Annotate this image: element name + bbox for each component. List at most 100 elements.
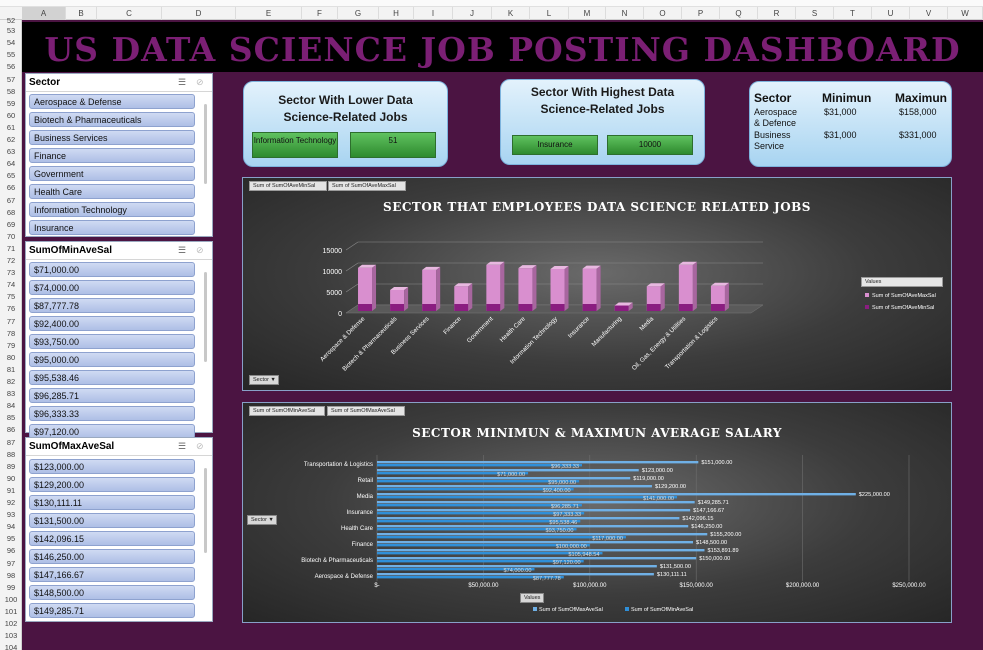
slicer-item[interactable]: Health Care (29, 184, 195, 199)
bar-min[interactable] (377, 488, 574, 491)
row-header[interactable]: 73 (6, 268, 16, 278)
slicer-item[interactable]: $130,111.11 (29, 495, 195, 510)
row-header[interactable]: 101 (4, 606, 18, 616)
bar-min[interactable] (390, 304, 405, 311)
bar-min[interactable] (377, 568, 535, 571)
slicer-item[interactable]: $92,400.00 (29, 316, 195, 331)
column-header[interactable]: C (97, 7, 162, 20)
row-header[interactable]: 54 (6, 38, 16, 48)
slicer-item[interactable]: $149,285.71 (29, 603, 195, 618)
slicer-item[interactable]: $123,000.00 (29, 459, 195, 474)
clear-filter-icon[interactable]: ⊘ (196, 77, 204, 87)
slicer-item[interactable]: Insurance (29, 220, 195, 235)
row-header[interactable]: 84 (6, 401, 16, 411)
slicer-item[interactable]: $87,777.78 (29, 298, 195, 313)
row-header[interactable]: 104 (4, 643, 18, 650)
bar-max[interactable] (377, 509, 691, 512)
column-header[interactable]: O (644, 7, 682, 20)
bar-min[interactable] (582, 304, 597, 311)
bar-min[interactable] (710, 304, 725, 311)
column-header[interactable]: J (453, 7, 492, 20)
slicer-item[interactable]: $74,000.00 (29, 280, 195, 295)
slicer-item[interactable]: $95,000.00 (29, 352, 195, 367)
column-header[interactable]: I (414, 7, 453, 20)
row-header[interactable]: 83 (6, 389, 16, 399)
slicer-item[interactable]: $148,500.00 (29, 585, 195, 600)
column-header[interactable]: T (834, 7, 872, 20)
row-header[interactable]: 95 (6, 534, 16, 544)
slicer-item[interactable]: Finance (29, 148, 195, 163)
bar-max[interactable] (582, 268, 597, 311)
row-header[interactable]: 60 (6, 110, 16, 120)
row-header[interactable]: 71 (6, 243, 16, 253)
bar-max[interactable] (377, 533, 708, 536)
column-header[interactable]: K (492, 7, 530, 20)
row-header[interactable]: 96 (6, 546, 16, 556)
row-header[interactable]: 64 (6, 159, 16, 169)
row-header[interactable]: 78 (6, 328, 16, 338)
row-header[interactable]: 76 (6, 304, 16, 314)
bar-min[interactable] (377, 552, 603, 555)
row-header[interactable]: 62 (6, 135, 16, 144)
row-header[interactable]: 87 (6, 437, 16, 447)
row-header[interactable]: 61 (6, 122, 16, 132)
row-header[interactable]: 55 (6, 50, 16, 60)
column-header[interactable]: U (872, 7, 910, 20)
bar-max[interactable] (377, 549, 705, 552)
bar-max[interactable] (422, 269, 437, 311)
column-header[interactable]: P (682, 7, 720, 20)
bar-max[interactable] (486, 264, 501, 311)
bar-min[interactable] (377, 544, 590, 547)
slicer-sector[interactable]: Sector ☰ ⊘ Aerospace & Defense Biotech & … (25, 73, 213, 237)
bar-max[interactable] (550, 269, 565, 311)
multi-select-icon[interactable]: ☰ (178, 77, 187, 87)
bar-min[interactable] (486, 304, 501, 311)
row-header[interactable]: 68 (6, 207, 16, 217)
row-header[interactable]: 94 (6, 522, 16, 532)
bar-min[interactable] (377, 504, 582, 507)
bar-min[interactable] (422, 304, 437, 311)
row-header[interactable]: 72 (6, 256, 16, 265)
row-header[interactable]: 90 (6, 473, 16, 483)
row-header[interactable]: 70 (6, 231, 16, 241)
chart-salary-panel[interactable]: Sum of SumOfMinAveSal Sum of SumOfMaxAve… (242, 402, 952, 623)
column-header[interactable]: B (66, 7, 97, 20)
slicer-item[interactable]: $93,750.00 (29, 334, 195, 349)
pivot-field-button[interactable]: Sum of SumOfMinAveSal (249, 406, 325, 416)
row-header[interactable]: 74 (6, 280, 16, 290)
slicer-item[interactable]: Aerospace & Defense (29, 94, 195, 109)
row-header[interactable]: 97 (6, 558, 16, 568)
bar-max[interactable] (377, 517, 680, 520)
bar-min[interactable] (377, 520, 581, 523)
pivot-field-button[interactable]: Sum of SumOfAveMaxSal (328, 181, 406, 191)
bar-max[interactable] (377, 573, 654, 576)
bar-min[interactable] (377, 576, 564, 579)
multi-select-icon[interactable]: ☰ (178, 441, 187, 451)
bar-min[interactable] (377, 480, 580, 483)
slicer-item[interactable]: $142,096.15 (29, 531, 195, 546)
bar-max[interactable] (678, 264, 693, 311)
slicer-item[interactable]: $95,538.46 (29, 370, 195, 385)
values-field-button[interactable]: Values (520, 593, 544, 603)
bar-max[interactable] (377, 557, 697, 560)
slicer-scrollbar[interactable] (204, 272, 207, 362)
column-header[interactable]: N (606, 7, 644, 20)
slicer-item[interactable]: Biotech & Pharmaceuticals (29, 112, 195, 127)
row-header[interactable]: 92 (6, 498, 16, 507)
row-header[interactable]: 67 (6, 195, 16, 205)
row-header[interactable]: 79 (6, 340, 16, 350)
row-header[interactable]: 58 (6, 86, 16, 96)
bar-max[interactable] (518, 268, 533, 311)
row-header[interactable]: 99 (6, 582, 16, 592)
slicer-max-ave-sal[interactable]: SumOfMaxAveSal ☰ ⊘ $123,000.00 $129,200.0… (25, 437, 213, 622)
row-header[interactable]: 81 (6, 364, 16, 374)
bar-min[interactable] (377, 464, 582, 467)
row-header[interactable]: 63 (6, 147, 16, 157)
row-header[interactable]: 85 (6, 413, 16, 423)
bar-max[interactable] (377, 461, 699, 464)
column-header[interactable]: M (569, 7, 606, 20)
column-header[interactable]: Q (720, 7, 758, 20)
row-header[interactable]: 100 (4, 594, 18, 604)
bar-min[interactable] (377, 512, 585, 515)
row-header[interactable]: 82 (6, 377, 16, 386)
